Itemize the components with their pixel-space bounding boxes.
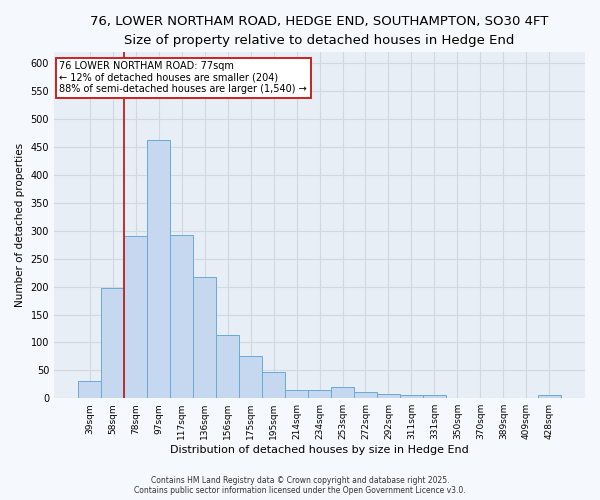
Bar	[170, 235, 193, 398]
Bar	[400, 396, 423, 398]
Bar	[101, 288, 124, 398]
Bar	[331, 387, 354, 398]
Bar	[78, 382, 101, 398]
Text: 76 LOWER NORTHAM ROAD: 77sqm
← 12% of detached houses are smaller (204)
88% of s: 76 LOWER NORTHAM ROAD: 77sqm ← 12% of de…	[59, 61, 307, 94]
X-axis label: Distribution of detached houses by size in Hedge End: Distribution of detached houses by size …	[170, 445, 469, 455]
Bar	[423, 396, 446, 398]
Bar	[147, 140, 170, 398]
Bar	[377, 394, 400, 398]
Y-axis label: Number of detached properties: Number of detached properties	[15, 143, 25, 308]
Title: 76, LOWER NORTHAM ROAD, HEDGE END, SOUTHAMPTON, SO30 4FT
Size of property relati: 76, LOWER NORTHAM ROAD, HEDGE END, SOUTH…	[91, 15, 549, 47]
Bar	[124, 236, 147, 398]
Bar	[239, 356, 262, 398]
Bar	[285, 390, 308, 398]
Bar	[538, 396, 561, 398]
Bar	[308, 390, 331, 398]
Bar	[354, 392, 377, 398]
Text: Contains HM Land Registry data © Crown copyright and database right 2025.
Contai: Contains HM Land Registry data © Crown c…	[134, 476, 466, 495]
Bar	[216, 335, 239, 398]
Bar	[193, 276, 216, 398]
Bar	[262, 372, 285, 398]
